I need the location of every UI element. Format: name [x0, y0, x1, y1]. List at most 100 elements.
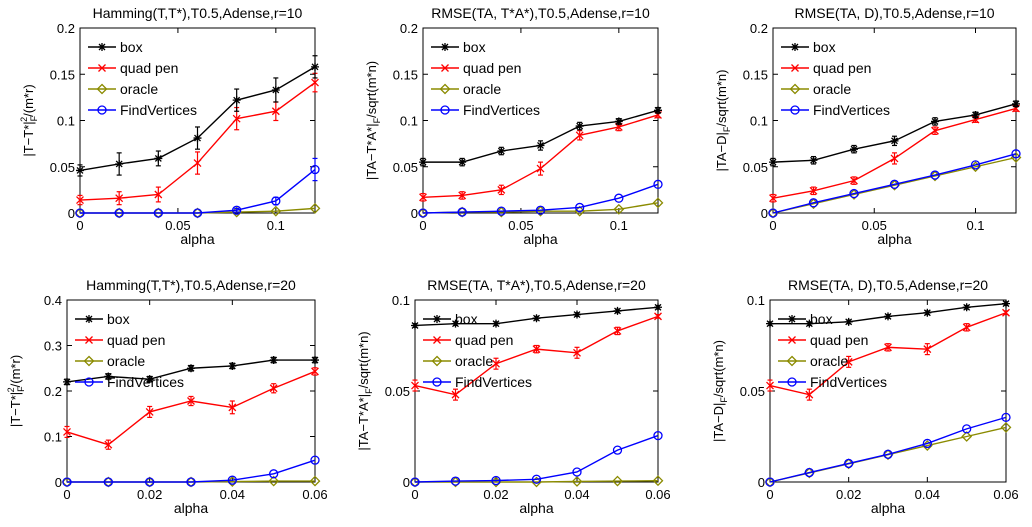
data-point	[531, 476, 542, 488]
chart-title: Hamming(T,T*),T0.5,Adense,r=20	[86, 277, 296, 293]
data-point	[115, 194, 124, 203]
data-point	[844, 458, 854, 469]
x-tick-label: 0.05	[862, 218, 887, 233]
data-point	[654, 106, 662, 115]
data-point	[187, 364, 195, 373]
data-point	[104, 440, 113, 449]
legend-marker	[98, 64, 106, 72]
data-point	[76, 196, 84, 205]
x-axis-label: alpha	[877, 231, 911, 247]
legend-label: FindVertices	[107, 374, 184, 390]
data-point	[931, 117, 939, 126]
data-point	[227, 475, 237, 485]
chart-panel-2: 0 0.05 0.1 0.15 0.2 0 0.05 0.1 RMSE(TA, T*A*),T0…	[364, 5, 664, 247]
data-point	[271, 107, 280, 116]
data-point	[532, 314, 541, 323]
data-point	[187, 397, 195, 405]
x-tick-label: 0.04	[564, 487, 589, 502]
data-point	[654, 303, 662, 312]
x-tick-label: 0.1	[610, 218, 628, 233]
y-tick-label: 0.4	[44, 293, 62, 308]
data-point	[269, 469, 279, 479]
data-point	[75, 208, 85, 218]
series-box	[76, 55, 319, 177]
chart-title: RMSE(TA, T*A*),T0.5,Adense,r=10	[431, 5, 650, 21]
chart-title: RMSE(TA, D),T0.5,Adense,r=20	[788, 277, 988, 293]
data-point	[653, 179, 663, 189]
legend-marker	[98, 43, 106, 51]
data-point	[962, 424, 972, 434]
y-tick-label: 0.05	[740, 384, 765, 399]
legend-marker	[96, 83, 108, 95]
data-point	[492, 319, 500, 328]
chart-panel-5: 0 0.05 0.1 0 0.02 0.04 0.06 RMSE(TA, T*A*),T0.5…	[356, 277, 671, 516]
data-point	[536, 141, 545, 150]
legend-label: quad pen	[810, 332, 868, 348]
data-point	[808, 198, 819, 208]
data-point	[193, 159, 202, 168]
legend-label: box	[455, 311, 478, 327]
data-point	[186, 477, 196, 487]
data-point	[411, 321, 419, 330]
legend-label: FindVertices	[120, 102, 197, 118]
data-point	[970, 160, 981, 170]
data-point	[769, 194, 777, 203]
data-point	[310, 164, 320, 175]
data-point	[63, 427, 71, 436]
data-point	[192, 208, 203, 218]
data-point	[418, 208, 428, 218]
data-point	[613, 203, 625, 215]
data-point	[228, 403, 237, 412]
data-point	[961, 431, 973, 442]
data-point	[962, 303, 971, 312]
data-point	[270, 205, 282, 217]
data-point	[193, 134, 202, 143]
data-point	[458, 191, 467, 200]
data-point	[652, 197, 664, 209]
x-tick-label: 0.06	[993, 487, 1018, 502]
data-point	[145, 375, 154, 384]
data-point	[104, 372, 113, 381]
data-point	[844, 317, 853, 326]
legend-label: box	[120, 39, 143, 55]
data-point	[497, 147, 506, 156]
legend-marker	[791, 43, 799, 51]
plot-frame	[79, 27, 316, 214]
legend: box quad pen oracle FindVertices	[88, 39, 197, 118]
data-point	[923, 345, 932, 354]
series-quad-pen	[76, 72, 319, 206]
chart-title: Hamming(T,T*),T0.5,Adense,r=10	[93, 5, 303, 21]
legend-marker	[84, 377, 94, 387]
data-point	[768, 208, 778, 218]
x-tick-label: 0.04	[915, 487, 940, 502]
plot-frame	[422, 27, 659, 214]
y-tick-label: 0.1	[750, 114, 768, 129]
series-findvertices	[765, 412, 1011, 487]
legend: box quad pen oracle FindVertices	[781, 39, 890, 118]
y-axis-label: |T−T*|F2/(m*r)	[6, 355, 26, 427]
data-point	[884, 343, 892, 352]
series-box	[766, 299, 1010, 328]
data-point	[103, 477, 113, 487]
data-point	[766, 381, 774, 390]
data-point	[971, 110, 980, 119]
legend-marker	[789, 83, 801, 95]
legend-marker	[85, 336, 93, 344]
data-point	[805, 390, 814, 399]
x-tick-label: 0.06	[302, 487, 327, 502]
series-findvertices	[410, 430, 663, 487]
x-tick-label: 0.02	[483, 487, 508, 502]
data-point	[1001, 412, 1011, 423]
data-point	[154, 190, 163, 199]
data-point	[850, 176, 858, 185]
legend-label: FindVertices	[463, 102, 540, 118]
y-tick-label: 0.2	[57, 21, 75, 36]
data-point	[890, 136, 899, 145]
legend-label: quad pen	[107, 332, 165, 348]
legend-marker	[433, 315, 441, 323]
x-tick-label: 0.06	[645, 487, 670, 502]
y-axis-label: |TA−T*A*|F/sqrt(m*n)	[356, 331, 374, 450]
x-tick-label: 0.02	[137, 487, 162, 502]
data-point	[575, 122, 584, 131]
